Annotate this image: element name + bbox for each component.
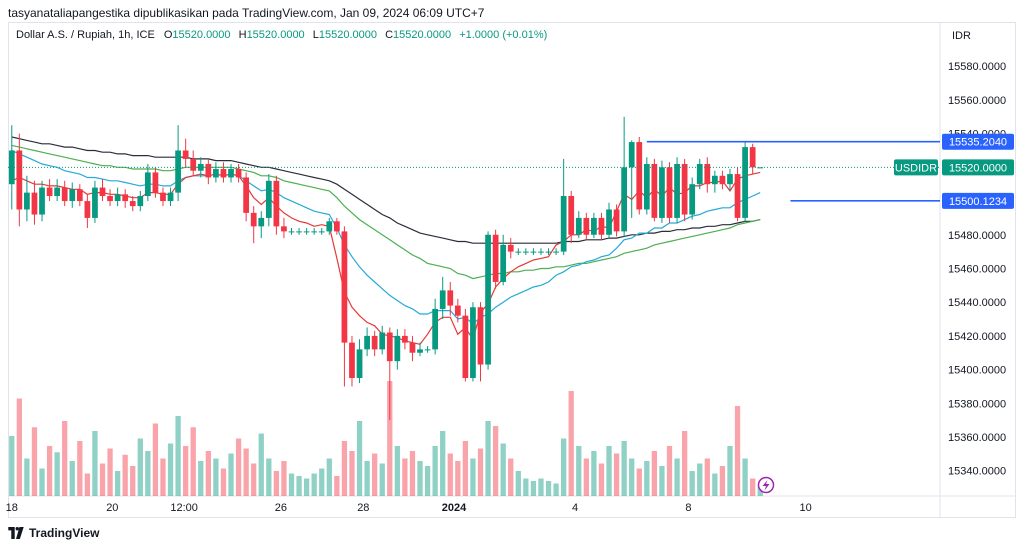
publisher-attribution: tasyanataliapangestika dipublikasikan pa… bbox=[8, 6, 485, 20]
high-key: H bbox=[238, 29, 247, 41]
brand-footer: TradingView bbox=[8, 526, 99, 540]
close-value: 15520.0000 bbox=[393, 29, 452, 41]
open-key: O bbox=[163, 29, 173, 41]
symbol-legend: Dollar A.S. / Rupiah, 1h, ICE O15520.000… bbox=[16, 29, 552, 41]
symbol-title[interactable]: Dollar A.S. / Rupiah, 1h, ICE bbox=[16, 29, 155, 41]
change-value: +1.0000 (+0.01%) bbox=[459, 29, 548, 41]
low-key: L bbox=[312, 29, 319, 41]
high-value: 15520.0000 bbox=[246, 29, 305, 41]
open-value: 15520.0000 bbox=[172, 29, 231, 41]
brand-name: TradingView bbox=[29, 526, 100, 540]
chart-frame bbox=[8, 22, 1016, 518]
currency-label[interactable]: IDR bbox=[952, 30, 971, 42]
tradingview-logo-icon bbox=[8, 527, 24, 539]
close-key: C bbox=[385, 29, 394, 41]
low-value: 15520.0000 bbox=[318, 29, 377, 41]
